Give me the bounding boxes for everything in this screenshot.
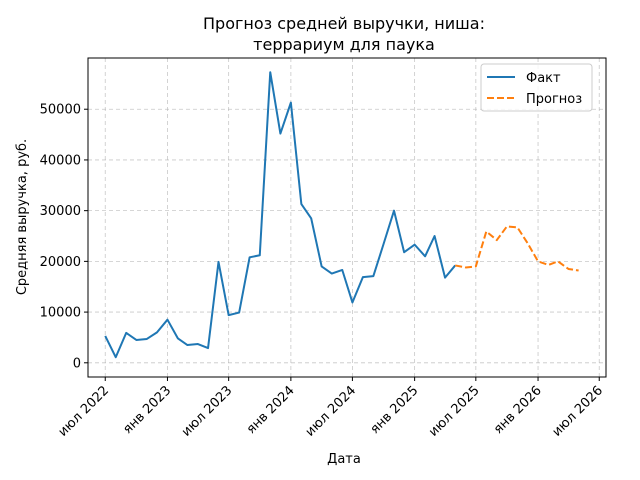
x-axis-label: Дата: [327, 452, 361, 467]
y-tick-label: 50000: [40, 103, 81, 118]
series-line-fact: [104, 71, 456, 359]
grid-lines: [88, 58, 606, 377]
legend-frame: [480, 63, 593, 112]
chart-title-line-1: Прогноз средней выручки, ниша:: [203, 14, 485, 33]
y-tick-label: 30000: [40, 204, 81, 219]
y-tick-label: 40000: [40, 153, 81, 168]
legend: Факт Прогноз: [480, 63, 593, 112]
y-axis-ticks: 0 10000 20000 30000 40000 50000: [40, 103, 88, 371]
legend-label-forecast: Прогноз: [526, 92, 582, 107]
y-axis-label: Средняя выручка, руб.: [15, 139, 30, 295]
series-lines: [104, 71, 579, 359]
series-line-forecast: [455, 225, 579, 272]
legend-label-fact: Факт: [526, 71, 561, 86]
y-tick-label: 20000: [40, 255, 81, 270]
y-tick-label: 10000: [40, 306, 81, 321]
chart-title-line-2: террариум для паука: [253, 35, 435, 54]
y-tick-label: 0: [73, 356, 81, 371]
plot-area-frame: [87, 57, 607, 378]
